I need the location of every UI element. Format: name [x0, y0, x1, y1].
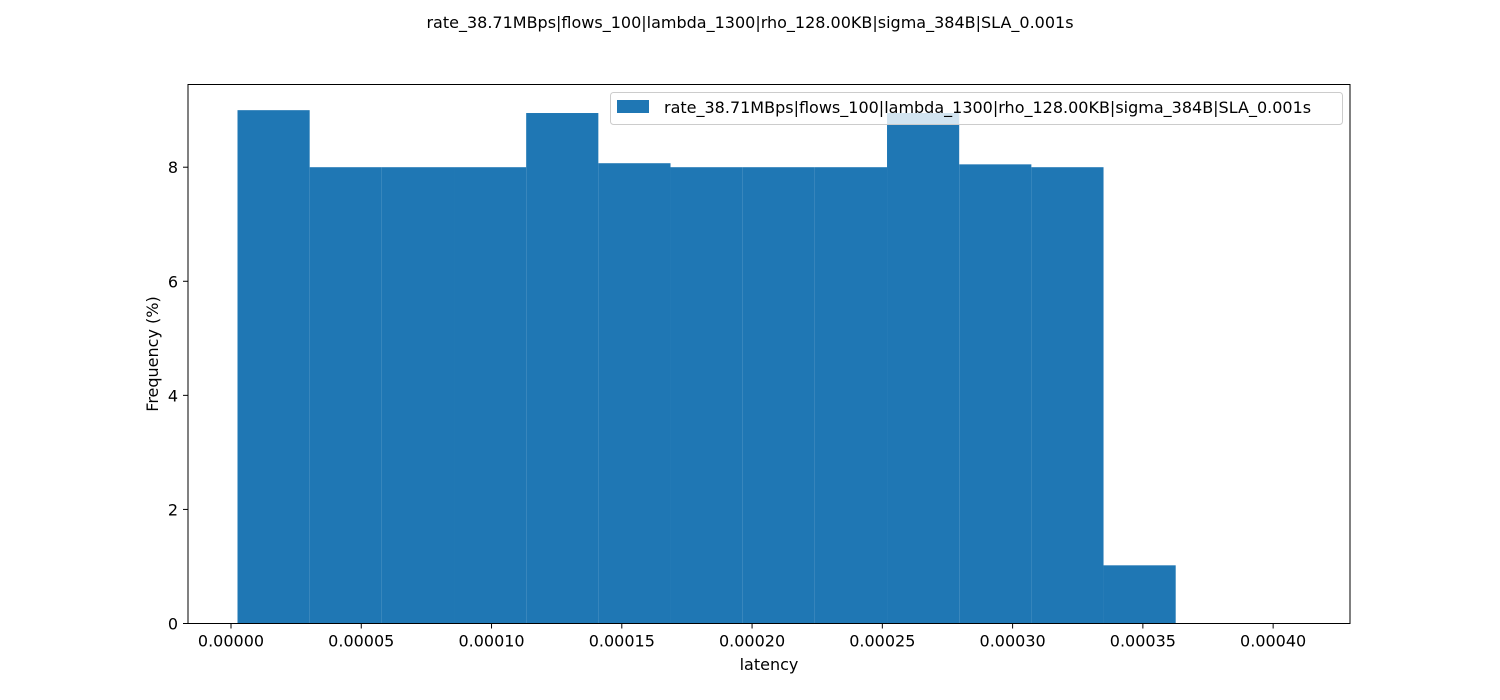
histogram-bar-2 [381, 167, 455, 624]
histogram-bar-9 [887, 113, 960, 624]
x-tick-label: 0.00000 [198, 632, 264, 651]
plot-frame [187, 84, 1351, 624]
histogram-bar-8 [814, 167, 888, 624]
x-tick-label: 0.00025 [849, 632, 915, 651]
x-tick-label: 0.00005 [328, 632, 394, 651]
chart-title: rate_38.71MBps|flows_100|lambda_1300|rho… [426, 13, 1073, 33]
y-tick-label: 8 [168, 158, 178, 177]
bars-group [237, 110, 1176, 624]
y-axis-label: Frequency (%) [143, 296, 162, 411]
histogram-bar-3 [454, 167, 527, 624]
y-tick-label: 0 [168, 615, 178, 634]
y-axis: 0 2 4 6 8 [168, 158, 188, 634]
histogram-bar-10 [959, 164, 1032, 624]
x-tick-label: 0.00040 [1240, 632, 1306, 651]
x-tick-label: 0.00020 [719, 632, 785, 651]
legend-label: rate_38.71MBps|flows_100|lambda_1300|rho… [664, 98, 1311, 118]
x-tick-label: 0.00010 [458, 632, 524, 651]
histogram-bar-5 [598, 163, 671, 624]
y-tick-label: 2 [168, 500, 178, 519]
histogram-bar-12 [1103, 565, 1176, 624]
y-tick-label: 6 [168, 272, 178, 291]
histogram-bar-11 [1031, 167, 1104, 624]
histogram-bar-6 [670, 167, 743, 624]
x-axis: 0.00000 0.00005 0.00010 0.00015 0.00020 0.000… [198, 623, 1306, 651]
histogram-bar-1 [309, 167, 382, 624]
legend-box [610, 92, 1343, 125]
histogram-bar-0 [237, 110, 310, 624]
legend-swatch [617, 100, 649, 113]
histogram-bar-7 [742, 167, 815, 624]
x-axis-label: latency [740, 655, 799, 674]
y-tick-label: 4 [168, 386, 178, 405]
histogram-bar-4 [526, 113, 599, 624]
x-tick-label: 0.00030 [980, 632, 1046, 651]
x-tick-label: 0.00035 [1110, 632, 1176, 651]
x-tick-label: 0.00015 [589, 632, 655, 651]
legend: rate_38.71MBps|flows_100|lambda_1300|rho… [610, 92, 1343, 125]
